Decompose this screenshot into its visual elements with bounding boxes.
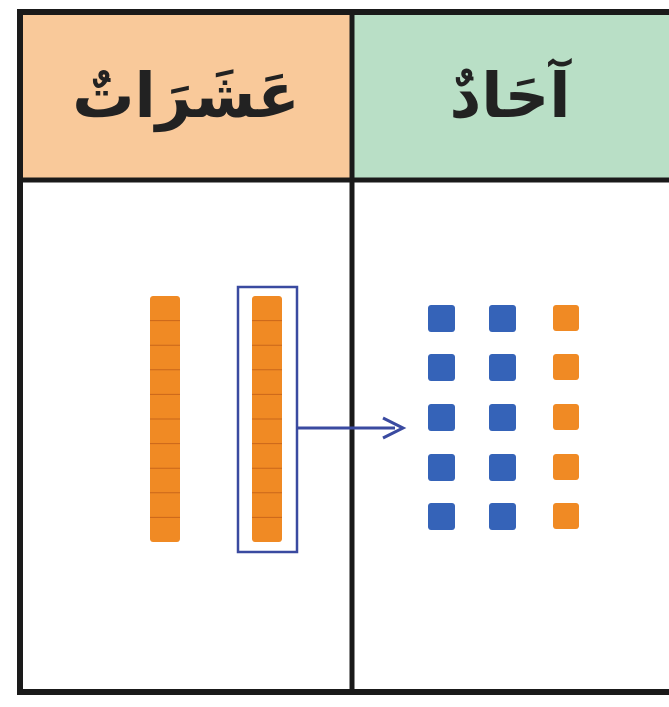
tens-header-bg [20,12,352,180]
unit-cube [428,354,455,381]
unit-cube [489,305,516,332]
unit-cube [489,354,516,381]
unit-cube [489,404,516,431]
selection-box [236,285,299,554]
unit-cube [428,404,455,431]
unit-cube [428,305,455,332]
unit-cube [553,404,579,430]
unit-cube [553,305,579,331]
body-bg [20,180,669,692]
unit-cube [489,454,516,481]
ones-header: آحَادٌ [449,57,572,132]
arrow-head [382,416,407,440]
unit-cube [428,503,455,530]
tens-header: عَشَرَاتٌ [72,59,300,132]
unit-cube [553,503,579,529]
unit-cube [428,454,455,481]
unit-cube [553,454,579,480]
ones-header-bg [352,12,669,180]
unit-cube [553,354,579,380]
unit-cube [489,503,516,530]
